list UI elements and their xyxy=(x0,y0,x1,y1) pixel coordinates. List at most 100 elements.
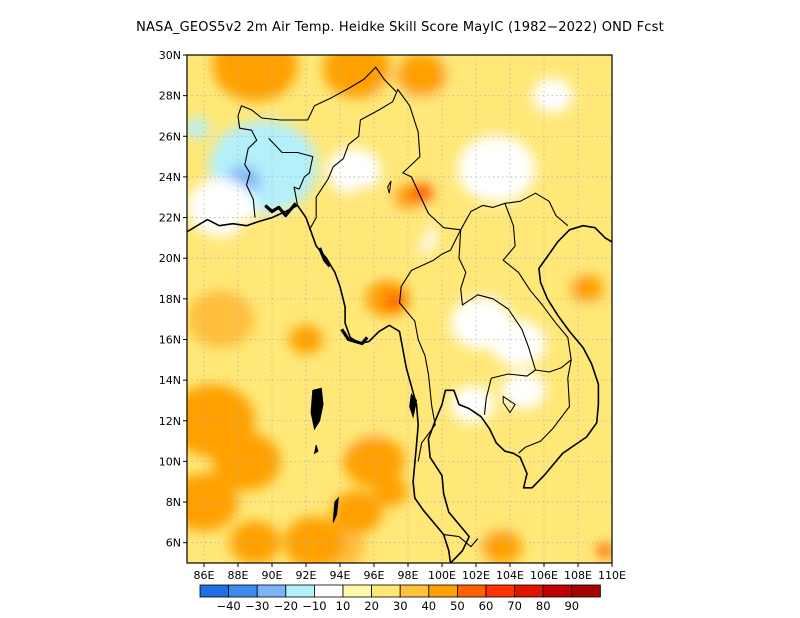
colorbar-swatch xyxy=(399,584,430,598)
lat-tick-label: 18N xyxy=(159,293,181,306)
border-line xyxy=(237,66,397,121)
colorbar-label: −40 xyxy=(216,599,240,613)
lat-tick-label: 30N xyxy=(159,49,181,62)
field-patch xyxy=(596,543,612,559)
field-patch xyxy=(323,55,391,99)
colorbar-swatch xyxy=(342,584,373,598)
field-patch xyxy=(425,442,493,501)
lon-tick-label: 110E xyxy=(598,569,626,582)
field-patch xyxy=(552,462,612,521)
colorbar-swatch xyxy=(571,584,601,598)
lat-tick-label: 6N xyxy=(166,537,181,550)
border-line xyxy=(502,203,572,454)
lat-tick-label: 24N xyxy=(159,171,181,184)
colorbar-label: 50 xyxy=(450,599,465,613)
colorbar-swatch xyxy=(228,584,258,598)
delta-coastline xyxy=(340,328,369,346)
delta-coastline xyxy=(318,247,332,268)
colorbar-label: 60 xyxy=(479,599,494,613)
lon-tick-label: 102E xyxy=(462,569,490,582)
field-patch xyxy=(457,135,536,203)
field-patch xyxy=(187,473,238,531)
lat-tick-label: 10N xyxy=(159,455,181,468)
lake xyxy=(502,395,516,414)
border-line xyxy=(237,115,258,218)
border-line xyxy=(398,229,462,462)
latitude-axis: 6N 8N 10N 12N 14N 16N 18N 20N 22N 24N 26N 28N 30N xyxy=(159,49,187,550)
field-patch xyxy=(187,118,210,139)
colorbar-label: 10 xyxy=(336,599,351,613)
field-patch xyxy=(396,55,448,97)
colorbar-label: 30 xyxy=(393,599,408,613)
coastlines xyxy=(187,180,612,563)
field-patch xyxy=(187,290,255,349)
field-patch xyxy=(357,323,442,396)
island xyxy=(313,444,319,455)
lon-tick-label: 98E xyxy=(398,569,419,582)
field-patch xyxy=(374,477,408,507)
field-patch xyxy=(467,203,587,305)
field-patch xyxy=(450,385,495,424)
lake xyxy=(387,180,392,194)
lon-tick-label: 96E xyxy=(364,569,385,582)
field-patch xyxy=(331,490,383,534)
border-line xyxy=(458,229,537,415)
colorbar-swatch xyxy=(485,584,516,598)
field-patch xyxy=(221,211,340,313)
lat-tick-label: 20N xyxy=(159,252,181,265)
lat-tick-label: 14N xyxy=(159,374,181,387)
field-patch xyxy=(311,374,397,447)
coastline xyxy=(427,224,612,563)
lat-tick-label: 8N xyxy=(166,496,181,509)
colorbar-swatch xyxy=(313,584,344,598)
field-patch xyxy=(491,320,546,367)
colorbar-swatch xyxy=(285,584,315,598)
colorbar-label: 20 xyxy=(364,599,379,613)
map-title: NASA_GEOS5v2 2m Air Temp. Heidke Skill S… xyxy=(136,20,664,35)
colorbar-label: 70 xyxy=(507,599,522,613)
lon-tick-label: 90E xyxy=(262,569,283,582)
border-line xyxy=(535,359,572,373)
island xyxy=(310,387,324,431)
island xyxy=(409,393,418,419)
colorbar-label: 90 xyxy=(564,599,579,613)
map-frame xyxy=(186,54,613,564)
colorbar-swatch xyxy=(371,584,401,598)
field-patch xyxy=(481,529,522,563)
colorbar-swatch xyxy=(456,584,487,598)
lat-tick-label: 22N xyxy=(159,212,181,225)
island xyxy=(332,496,339,523)
colorbar-label: −30 xyxy=(245,599,269,613)
lon-tick-label: 106E xyxy=(530,569,558,582)
border-line xyxy=(308,88,461,231)
lon-tick-label: 94E xyxy=(330,569,351,582)
colorbar-label: 40 xyxy=(421,599,436,613)
lat-tick-label: 28N xyxy=(159,90,181,103)
field-patch xyxy=(283,516,346,563)
lat-tick-label: 12N xyxy=(159,415,181,428)
colorbar-swatch xyxy=(256,584,287,598)
colorbar-swatch xyxy=(199,584,230,598)
field-patch xyxy=(409,183,434,204)
lon-tick-label: 108E xyxy=(564,569,592,582)
border-line xyxy=(460,192,569,231)
colorbar-swatch xyxy=(542,584,573,598)
lon-tick-label: 92E xyxy=(296,569,317,582)
lon-tick-label: 104E xyxy=(496,569,524,582)
delta-coastline xyxy=(264,202,298,218)
colorbar: −40 −30 −20 −10 10 20 30 40 50 60 70 80 90 xyxy=(199,584,601,613)
colorbar-label: −20 xyxy=(274,599,298,613)
border-line xyxy=(443,534,479,548)
field-patch xyxy=(229,521,281,563)
colorbar-swatch xyxy=(514,584,544,598)
field-patch xyxy=(384,292,405,310)
lon-tick-label: 100E xyxy=(428,569,456,582)
colorbar-label: −10 xyxy=(302,599,326,613)
field-patch xyxy=(501,371,546,410)
lat-tick-label: 26N xyxy=(159,130,181,143)
lon-tick-label: 88E xyxy=(228,569,249,582)
colorbar-swatch xyxy=(428,584,458,598)
border-line xyxy=(268,137,314,206)
country-borders xyxy=(237,66,572,548)
field-patch xyxy=(212,55,298,102)
